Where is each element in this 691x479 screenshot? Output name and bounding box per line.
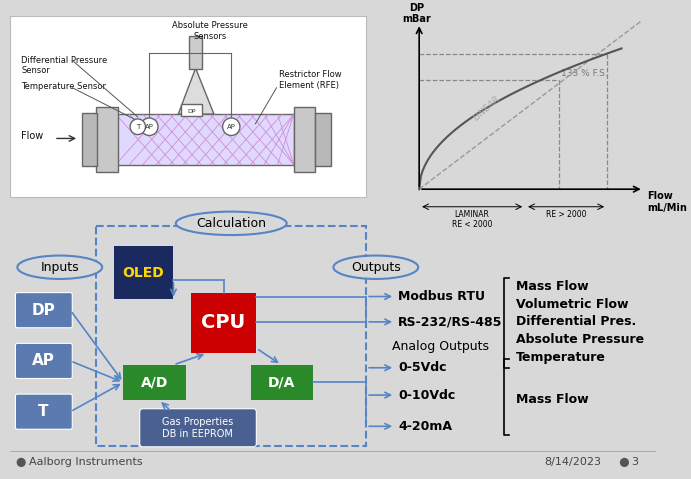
Text: Gas Properties
DB in EEPROM: Gas Properties DB in EEPROM: [162, 418, 233, 439]
Bar: [181, 104, 202, 116]
Circle shape: [621, 458, 628, 467]
Bar: [96, 226, 366, 446]
Bar: [251, 365, 313, 400]
Bar: [191, 293, 256, 353]
Text: Absolute Pressure: Absolute Pressure: [515, 333, 643, 346]
Ellipse shape: [176, 212, 287, 235]
Text: AP: AP: [32, 354, 55, 368]
Text: LINEAR: LINEAR: [472, 94, 502, 123]
Text: Temperature: Temperature: [515, 351, 605, 364]
Polygon shape: [178, 68, 214, 114]
FancyBboxPatch shape: [15, 343, 73, 378]
Text: Differential Pressure
Sensor: Differential Pressure Sensor: [21, 56, 107, 75]
Text: DP
mBar: DP mBar: [402, 3, 430, 24]
Text: 4-20mA: 4-20mA: [398, 420, 452, 433]
Text: Analog Outputs: Analog Outputs: [392, 340, 489, 353]
Text: LAMINAR
RE < 2000: LAMINAR RE < 2000: [452, 210, 493, 229]
Text: Absolute Pressure
Sensors: Absolute Pressure Sensors: [172, 22, 248, 41]
Text: Outputs: Outputs: [351, 261, 401, 274]
Text: 3: 3: [631, 457, 638, 468]
Text: DP: DP: [187, 109, 196, 114]
Bar: [114, 246, 173, 299]
Circle shape: [17, 458, 25, 467]
Text: A/D: A/D: [140, 376, 168, 389]
Ellipse shape: [333, 255, 418, 279]
Text: Flow: Flow: [21, 132, 44, 141]
Bar: [10, 16, 366, 197]
Circle shape: [141, 118, 158, 136]
Circle shape: [130, 119, 146, 135]
FancyBboxPatch shape: [140, 409, 256, 447]
Text: Mass Flow: Mass Flow: [515, 280, 588, 293]
Bar: [315, 113, 330, 166]
Text: T: T: [38, 404, 48, 419]
Text: DP: DP: [32, 303, 55, 318]
Bar: [115, 114, 294, 165]
Text: 0-5Vdc: 0-5Vdc: [398, 361, 446, 374]
Text: T: T: [135, 124, 140, 130]
Bar: [123, 365, 186, 400]
Text: RE > 2000: RE > 2000: [546, 210, 587, 219]
Text: AP: AP: [145, 124, 154, 130]
Text: AP: AP: [227, 124, 236, 130]
Text: Inputs: Inputs: [41, 261, 79, 274]
Bar: [294, 107, 315, 171]
Text: CPU: CPU: [202, 313, 246, 332]
Bar: [82, 113, 97, 166]
FancyBboxPatch shape: [15, 394, 73, 429]
Text: Mass Flow: Mass Flow: [515, 393, 588, 407]
Text: RS-232/RS-485: RS-232/RS-485: [398, 315, 502, 329]
Text: D/A: D/A: [267, 376, 295, 389]
Text: Restrictor Flow
Element (RFE): Restrictor Flow Element (RFE): [279, 70, 342, 90]
Text: Modbus RTU: Modbus RTU: [398, 290, 485, 303]
FancyBboxPatch shape: [15, 293, 73, 328]
Text: Differential Pres.: Differential Pres.: [515, 315, 636, 329]
Text: 0-10Vdc: 0-10Vdc: [398, 388, 455, 401]
Text: Calculation: Calculation: [196, 217, 266, 230]
Text: Flow
mL/Min: Flow mL/Min: [647, 191, 688, 213]
Circle shape: [223, 118, 240, 136]
Text: 133 % F.S.: 133 % F.S.: [561, 69, 607, 78]
Bar: [189, 36, 202, 69]
Text: OLED: OLED: [123, 266, 164, 280]
Bar: [96, 107, 117, 171]
Text: Volumetric Flow: Volumetric Flow: [515, 298, 628, 311]
Ellipse shape: [17, 255, 102, 279]
Text: Temperature Sensor: Temperature Sensor: [21, 82, 106, 91]
Text: 8/14/2023: 8/14/2023: [545, 457, 601, 468]
Text: Aalborg Instruments: Aalborg Instruments: [29, 457, 142, 468]
